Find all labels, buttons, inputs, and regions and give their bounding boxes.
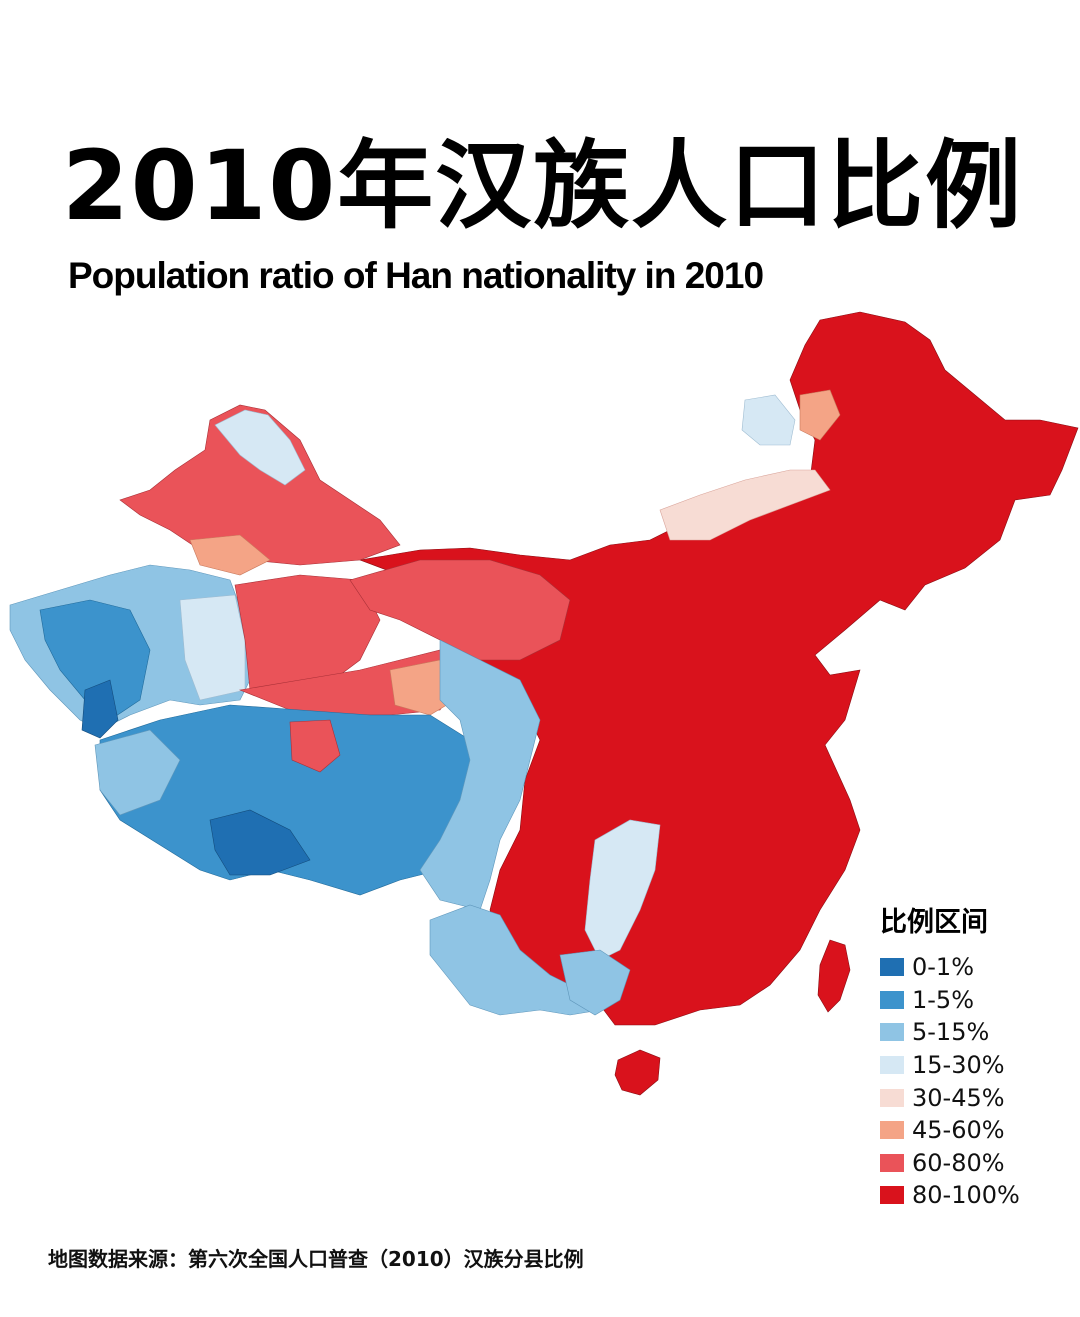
legend: 比例区间 0-1% 1-5% 5-15% 15-30% 30-45% 45-60… bbox=[880, 900, 1020, 1212]
legend-item: 1-5% bbox=[880, 984, 1020, 1017]
legend-swatch bbox=[880, 1153, 904, 1172]
region-inner-mongolia bbox=[659, 469, 831, 541]
region-haixi bbox=[389, 659, 456, 716]
legend-label: 1-5% bbox=[912, 985, 975, 1014]
region-yunnan bbox=[429, 904, 601, 1016]
legend-swatch bbox=[880, 990, 904, 1009]
region-tibet-west bbox=[94, 729, 181, 816]
legend-item: 80-100% bbox=[880, 1179, 1020, 1212]
legend-label: 60-80% bbox=[912, 1148, 1005, 1177]
legend-swatch bbox=[880, 1088, 904, 1107]
title-chinese: 2010年汉族人口比例 bbox=[62, 130, 1024, 242]
legend-item: 60-80% bbox=[880, 1147, 1020, 1180]
region-inner-mongolia-east bbox=[799, 389, 841, 441]
legend-label: 45-60% bbox=[912, 1116, 1005, 1145]
legend-label: 30-45% bbox=[912, 1083, 1005, 1112]
region-east-china bbox=[358, 311, 1079, 1026]
region-xinjiang-north bbox=[119, 404, 401, 566]
legend-swatch bbox=[880, 958, 904, 977]
title-english: Population ratio of Han nationality in 2… bbox=[68, 255, 764, 296]
region-guangxi-west bbox=[559, 949, 631, 1016]
region-kashgar bbox=[39, 599, 151, 721]
legend-swatch bbox=[880, 1121, 904, 1140]
legend-title: 比例区间 bbox=[880, 907, 988, 938]
legend-item: 45-60% bbox=[880, 1114, 1020, 1147]
region-ili bbox=[189, 534, 271, 576]
legend-label: 0-1% bbox=[912, 953, 975, 982]
region-altay bbox=[214, 409, 306, 486]
legend-item: 30-45% bbox=[880, 1081, 1020, 1114]
region-hainan bbox=[614, 1049, 661, 1096]
china-map bbox=[9, 311, 1079, 1096]
legend-swatch bbox=[880, 1056, 904, 1075]
region-hotan bbox=[81, 679, 119, 739]
region-guizhou bbox=[584, 819, 661, 961]
region-gansu bbox=[349, 559, 571, 661]
region-naqu-red bbox=[289, 719, 341, 773]
region-taiwan bbox=[817, 939, 851, 1013]
legend-swatch bbox=[880, 1023, 904, 1042]
region-hulunbuir bbox=[741, 394, 796, 446]
region-tibet bbox=[99, 704, 481, 896]
legend-item: 5-15% bbox=[880, 1016, 1020, 1049]
legend-label: 15-30% bbox=[912, 1051, 1005, 1080]
data-source-note: 地图数据来源：第六次全国人口普查（2010）汉族分县比例 bbox=[48, 1247, 584, 1271]
legend-label: 5-15% bbox=[912, 1018, 990, 1047]
legend-label: 80-100% bbox=[912, 1181, 1020, 1210]
region-lhasa bbox=[209, 809, 311, 876]
legend-item: 15-30% bbox=[880, 1049, 1020, 1082]
legend-swatch bbox=[880, 1186, 904, 1205]
legend-item: 0-1% bbox=[880, 951, 1020, 984]
